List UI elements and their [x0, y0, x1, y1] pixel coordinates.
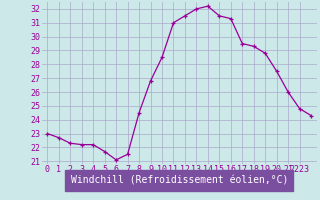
X-axis label: Windchill (Refroidissement éolien,°C): Windchill (Refroidissement éolien,°C) [70, 176, 288, 186]
